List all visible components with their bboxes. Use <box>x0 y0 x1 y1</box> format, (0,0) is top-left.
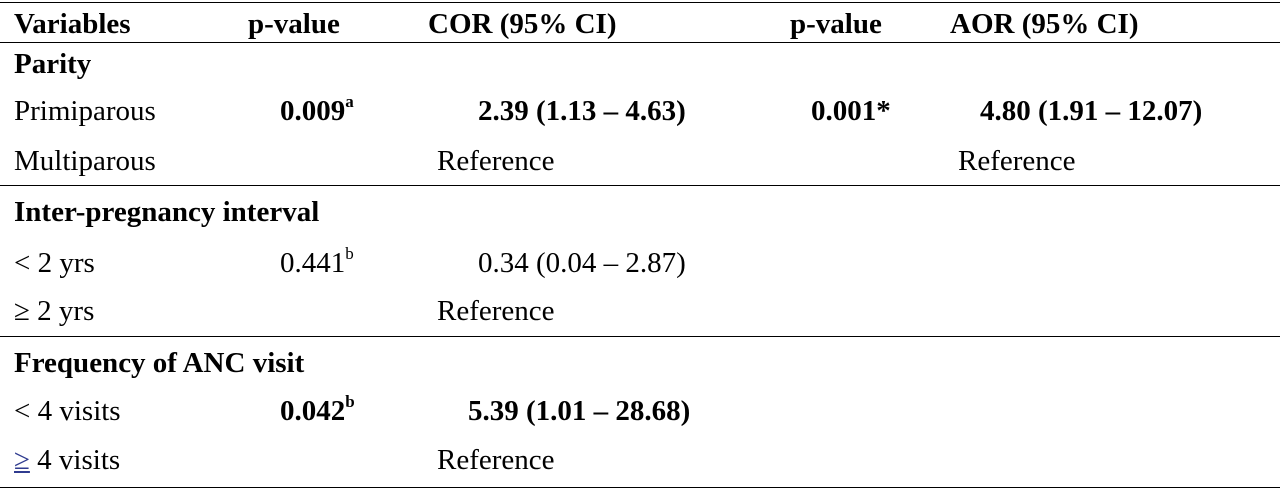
table-top-rule <box>0 2 1280 3</box>
row-label-primiparous: Primiparous <box>14 95 156 127</box>
header-p-value-aor: p-value <box>790 8 882 40</box>
row-p2-primiparous: 0.001* <box>811 95 891 127</box>
p1-superscript: b <box>345 392 355 412</box>
p1-superscript: a <box>345 92 354 112</box>
header-aor: AOR (95% CI) <box>950 8 1139 40</box>
row-cor-lt-4-visits: 5.39 (1.01 – 28.68) <box>468 395 691 427</box>
header-variables: Variables <box>14 8 131 40</box>
section-title-inter-pregnancy: Inter-pregnancy interval <box>14 196 320 228</box>
header-rule <box>0 42 1280 43</box>
row-p1-lt-2yrs: 0.441b <box>280 244 354 282</box>
row-label-geq-2yrs: ≥ 2 yrs <box>14 295 95 327</box>
table-bottom-rule <box>0 487 1280 488</box>
p1-value: 0.009 <box>280 95 346 127</box>
section-title-anc-visit: Frequency of ANC visit <box>14 347 305 379</box>
header-cor: COR (95% CI) <box>428 8 617 40</box>
p1-value: 0.042 <box>280 395 346 427</box>
row-label-geq-4-visits: ≥ 4 visits <box>14 441 120 479</box>
row-cor-geq-2yrs: Reference <box>437 295 555 327</box>
row-p1-primiparous: 0.009a <box>280 92 354 130</box>
header-p-value-cor: p-value <box>248 8 340 40</box>
section-rule-1 <box>0 185 1280 186</box>
row-aor-multiparous: Reference <box>958 145 1076 177</box>
section-title-parity: Parity <box>14 48 92 80</box>
label-rest: 4 visits <box>29 444 121 476</box>
p1-superscript: b <box>345 244 354 264</box>
row-cor-multiparous: Reference <box>437 145 555 177</box>
p1-value: 0.441 <box>280 247 346 279</box>
row-label-multiparous: Multiparous <box>14 145 156 177</box>
row-label-lt-2yrs: < 2 yrs <box>14 247 95 279</box>
row-label-lt-4-visits: < 4 visits <box>14 395 121 427</box>
geq-symbol: ≥ <box>14 444 30 476</box>
row-aor-primiparous: 4.80 (1.91 – 12.07) <box>980 95 1203 127</box>
row-cor-geq-4-visits: Reference <box>437 444 555 476</box>
row-cor-lt-2yrs: 0.34 (0.04 – 2.87) <box>478 247 686 279</box>
row-p1-lt-4-visits: 0.042b <box>280 392 355 430</box>
section-rule-2 <box>0 336 1280 337</box>
row-cor-primiparous: 2.39 (1.13 – 4.63) <box>478 95 686 127</box>
